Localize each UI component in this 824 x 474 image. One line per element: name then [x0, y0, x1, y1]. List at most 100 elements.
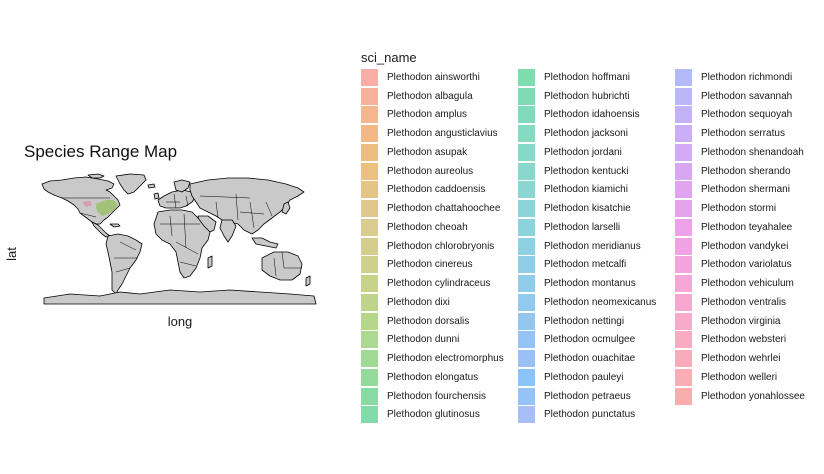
legend-key-swatch [518, 181, 535, 199]
legend-item: Plethodon montanus [518, 274, 636, 293]
landmass-madagascar [207, 255, 213, 269]
legend-item: Plethodon ventralis [675, 293, 786, 312]
legend-item: Plethodon electromorphus [361, 349, 504, 368]
legend-label: Plethodon meridianus [544, 240, 641, 252]
legend-item: Plethodon asupak [361, 143, 467, 162]
legend-key-swatch [361, 312, 378, 330]
legend-item: Plethodon dunni [361, 331, 459, 350]
legend-item: Plethodon pauleyi [518, 368, 624, 387]
legend-label: Plethodon dixi [387, 296, 450, 308]
landmass-australia [261, 251, 303, 281]
legend-label: Plethodon albagula [387, 90, 473, 102]
legend-item: Plethodon kiamichi [518, 181, 628, 200]
landmass-asia [189, 177, 305, 235]
legend-key-swatch [518, 162, 535, 180]
legend-key-swatch [675, 331, 692, 349]
legend-label: Plethodon chattahoochee [387, 203, 501, 215]
legend-item: Plethodon teyahalee [675, 218, 792, 237]
legend-item: Plethodon jordani [518, 143, 622, 162]
legend-key-swatch [518, 387, 535, 405]
legend-label: Plethodon cheoah [387, 221, 468, 233]
legend-key-swatch [675, 237, 692, 255]
legend-label: Plethodon pauleyi [544, 371, 624, 383]
legend-label: Plethodon shenandoah [701, 146, 804, 158]
landmass-greenland [115, 173, 147, 195]
legend-item: Plethodon cinereus [361, 256, 473, 275]
legend-label: Plethodon wehrlei [701, 353, 781, 365]
legend-key-swatch [361, 275, 378, 293]
legend-item: Plethodon jacksoni [518, 124, 628, 143]
x-axis-label: long [167, 314, 193, 329]
legend-label: Plethodon glutinosus [387, 409, 480, 421]
legend-key-swatch [361, 406, 378, 424]
world-map [41, 173, 317, 305]
legend-item: Plethodon sherando [675, 162, 791, 181]
legend-item: Plethodon vandykei [675, 237, 788, 256]
legend-key-swatch [518, 350, 535, 368]
legend-key-swatch [518, 125, 535, 143]
legend-key-swatch [675, 87, 692, 105]
legend-key-swatch [361, 218, 378, 236]
legend-key-swatch [518, 68, 535, 86]
species-range-overlay [96, 200, 118, 216]
legend-key-swatch [675, 143, 692, 161]
legend-item: Plethodon sequoyah [675, 106, 792, 125]
landmass-caribbean [109, 223, 121, 228]
landmass-antarctica [43, 289, 317, 305]
legend-label: Plethodon ouachitae [544, 353, 636, 365]
legend-item: Plethodon ainsworthi [361, 68, 480, 87]
legend-item: Plethodon ouachitae [518, 349, 635, 368]
legend-label: Plethodon welleri [701, 371, 778, 383]
legend-label: Plethodon fourchensis [387, 390, 486, 402]
legend-item: Plethodon idahoensis [518, 106, 640, 125]
legend-label: Plethodon shermani [701, 184, 790, 196]
legend-label: Plethodon kisatchie [544, 203, 631, 215]
legend-item: Plethodon metcalfi [518, 256, 626, 275]
legend-item: Plethodon websteri [675, 331, 786, 350]
legend-label: Plethodon stormi [701, 203, 777, 215]
legend-label: Plethodon ocmulgee [544, 334, 636, 346]
legend-item: Plethodon nettingi [518, 312, 624, 331]
legend-key-swatch [361, 87, 378, 105]
legend-key-swatch [675, 312, 692, 330]
legend-item: Plethodon ocmulgee [518, 331, 635, 350]
legend-key-swatch [361, 68, 378, 86]
legend-key-swatch [361, 368, 378, 386]
legend-label: Plethodon hubrichti [544, 90, 630, 102]
legend-key-swatch [675, 350, 692, 368]
legend-label: Plethodon kentucki [544, 165, 629, 177]
legend-key-swatch [518, 143, 535, 161]
legend-label: Plethodon sherando [701, 165, 791, 177]
legend-label: Plethodon dunni [387, 334, 460, 346]
legend-item: Plethodon dorsalis [361, 312, 469, 331]
legend-label: Plethodon virginia [701, 315, 781, 327]
legend-label: Plethodon caddoensis [387, 184, 486, 196]
legend-label: Plethodon kiamichi [544, 184, 628, 196]
legend-key-swatch [361, 237, 378, 255]
legend-label: Plethodon cinereus [387, 259, 473, 271]
legend-item: Plethodon hubrichti [518, 87, 630, 106]
legend-label: Plethodon websteri [701, 334, 787, 346]
map-title: Species Range Map [24, 142, 178, 161]
legend-label: Plethodon yonahlossee [701, 390, 805, 402]
legend-label: Plethodon metcalfi [544, 259, 627, 271]
legend-item: Plethodon serratus [675, 124, 785, 143]
legend-item: Plethodon punctatus [518, 406, 635, 425]
legend-key-swatch [518, 200, 535, 218]
legend-item: Plethodon kentucki [518, 162, 629, 181]
legend-key-swatch [675, 275, 692, 293]
legend-key-swatch [675, 387, 692, 405]
legend-key-swatch [361, 125, 378, 143]
legend-key-swatch [518, 312, 535, 330]
legend-label: Plethodon ainsworthi [387, 71, 480, 83]
land-masses [41, 173, 317, 305]
map-panel [40, 172, 318, 308]
legend-label: Plethodon neomexicanus [544, 296, 657, 308]
legend-label: Plethodon vandykei [701, 240, 789, 252]
legend-item: Plethodon albagula [361, 87, 473, 106]
legend-key-swatch [675, 368, 692, 386]
legend-key-swatch [518, 293, 535, 311]
legend-label: Plethodon variolatus [701, 259, 792, 271]
legend-key-swatch [518, 275, 535, 293]
legend-key-swatch [361, 106, 378, 124]
